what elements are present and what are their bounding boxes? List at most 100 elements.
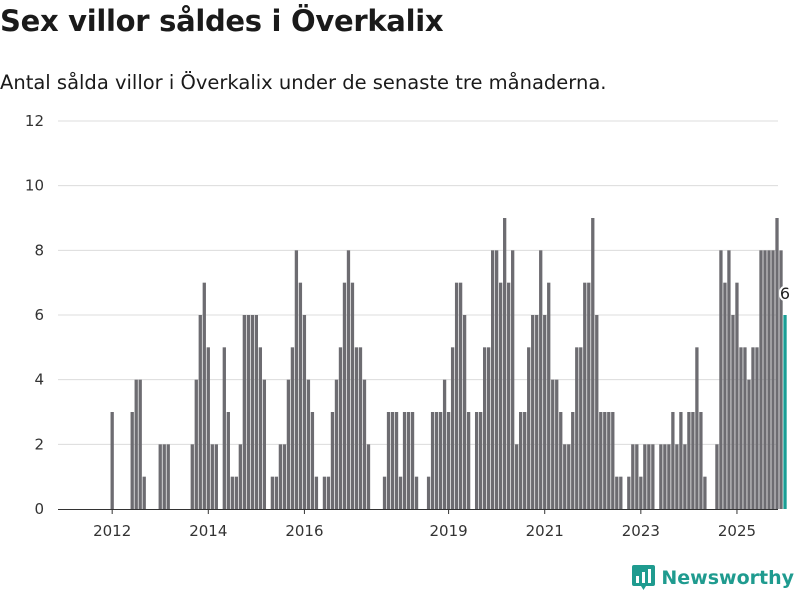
bar [466, 412, 471, 509]
bar [262, 379, 267, 509]
bar [515, 444, 519, 509]
y-tick-label: 6 [34, 306, 44, 324]
bar [639, 476, 643, 509]
bar [110, 412, 114, 509]
bar [386, 412, 391, 509]
bar [703, 476, 707, 509]
bar [567, 444, 571, 509]
grid-lines [58, 120, 778, 445]
bar [559, 412, 563, 509]
bar [278, 444, 283, 509]
bar [142, 476, 146, 509]
x-tick-label: 2023 [622, 522, 660, 540]
y-tick-label: 8 [34, 241, 44, 259]
bar [214, 444, 218, 509]
x-tick-label: 2021 [526, 522, 564, 540]
bar [555, 379, 559, 509]
bar [715, 444, 719, 509]
bar [306, 379, 311, 509]
bar [599, 412, 603, 509]
bar [643, 444, 647, 509]
bar [298, 282, 303, 509]
bar [563, 444, 567, 509]
x-tick-label: 2019 [430, 522, 468, 540]
newsworthy-brand[interactable]: Newsworthy [632, 564, 794, 591]
bar [511, 250, 515, 509]
bar [647, 444, 651, 509]
bar [539, 250, 543, 509]
bar [751, 347, 755, 509]
bar [226, 412, 230, 509]
bar [438, 412, 443, 509]
bar [442, 379, 447, 509]
bar [575, 347, 579, 509]
bar [478, 412, 483, 509]
bar [246, 315, 250, 509]
bar [523, 412, 527, 509]
bar [446, 412, 451, 509]
bar [314, 476, 319, 509]
bar [346, 250, 351, 509]
bar [366, 444, 371, 509]
bar [687, 412, 691, 509]
bar [611, 412, 615, 509]
newsworthy-logo-icon [632, 565, 656, 590]
bar [434, 412, 439, 509]
bar [499, 282, 503, 509]
latest-value-label: 6 [780, 284, 790, 303]
bar [543, 315, 547, 509]
chart-subtitle: Antal sålda villor i Överkalix under de … [0, 71, 607, 94]
bar [354, 347, 359, 509]
y-tick-label: 4 [34, 371, 44, 389]
bar [230, 476, 234, 509]
bars [110, 218, 787, 509]
bar [779, 250, 783, 509]
bar [310, 412, 315, 509]
bar [651, 444, 655, 509]
bar [603, 412, 607, 509]
bar [743, 347, 747, 509]
bar [362, 379, 367, 509]
bar [671, 412, 675, 509]
x-tick-label: 2016 [285, 522, 323, 540]
bar [326, 476, 331, 509]
bar [691, 412, 695, 509]
bar [234, 476, 238, 509]
bar [190, 444, 194, 509]
bar [507, 282, 511, 509]
bar [747, 379, 751, 509]
bar [358, 347, 363, 509]
bar [258, 347, 263, 509]
bar [330, 412, 335, 509]
bar [458, 282, 463, 509]
bar [286, 379, 291, 509]
bar [390, 412, 395, 509]
bar [426, 476, 431, 509]
bar [587, 282, 591, 509]
bar [495, 250, 499, 509]
bar [322, 476, 327, 509]
bar [583, 282, 587, 509]
bar [755, 347, 759, 509]
bar [242, 315, 246, 509]
bar [414, 476, 419, 509]
bar [394, 412, 399, 509]
bar [531, 315, 535, 509]
bar [487, 347, 491, 509]
bar [402, 412, 407, 509]
bar [491, 250, 495, 509]
y-tick-label: 0 [34, 500, 44, 518]
data-labels: 6 [778, 282, 792, 305]
bar [302, 315, 307, 509]
chart-title: Sex villor såldes i Överkalix [0, 4, 444, 38]
bar [210, 444, 214, 509]
bar [535, 315, 539, 509]
bar [731, 315, 735, 509]
brand-name: Newsworthy [661, 566, 794, 589]
bar [767, 250, 771, 509]
x-axis: 2012 2014 2016 2019 2021 2023 2025 [58, 509, 778, 540]
bar [450, 347, 455, 509]
bar [771, 250, 775, 509]
x-tick-label: 2025 [718, 522, 756, 540]
bar [338, 347, 343, 509]
